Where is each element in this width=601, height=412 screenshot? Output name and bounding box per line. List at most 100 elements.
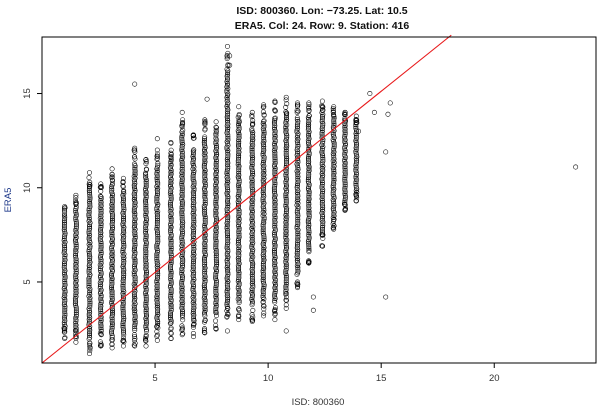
data-point	[98, 230, 104, 236]
data-point	[155, 191, 160, 197]
data-point	[320, 153, 326, 159]
data-point	[191, 244, 197, 250]
data-point	[202, 269, 208, 275]
data-point	[98, 181, 104, 187]
data-point	[353, 132, 359, 138]
data-point	[294, 107, 300, 113]
data-point	[109, 324, 115, 330]
data-point	[73, 339, 79, 345]
data-point	[224, 82, 230, 88]
data-point	[86, 207, 92, 213]
data-point	[179, 227, 185, 233]
data-point	[272, 272, 278, 278]
data-point	[249, 211, 255, 217]
data-point	[306, 175, 312, 181]
data-point	[61, 218, 67, 224]
data-point	[249, 252, 255, 258]
data-point	[86, 263, 92, 269]
data-point	[224, 157, 230, 162]
data-point	[260, 273, 266, 279]
data-point	[132, 186, 138, 192]
data-point	[109, 320, 115, 326]
data-point	[201, 258, 207, 264]
data-point	[179, 269, 185, 275]
data-point	[121, 271, 127, 277]
data-point	[144, 269, 149, 275]
data-point	[202, 210, 208, 216]
data-point	[109, 262, 115, 268]
data-point	[191, 180, 197, 186]
data-point	[225, 238, 231, 244]
data-point	[202, 134, 208, 140]
data-point	[260, 252, 266, 258]
data-point	[132, 343, 138, 349]
data-point	[272, 253, 278, 259]
data-point	[319, 185, 325, 191]
data-point	[143, 196, 149, 202]
data-point	[109, 295, 115, 301]
data-point	[131, 306, 137, 312]
data-point	[342, 189, 348, 195]
data-point	[202, 155, 208, 161]
data-point	[109, 292, 115, 298]
data-point	[132, 258, 138, 264]
data-point	[109, 329, 115, 335]
data-point	[168, 260, 174, 266]
data-point	[272, 107, 278, 113]
data-point	[168, 157, 174, 163]
data-point	[225, 284, 231, 290]
data-point	[62, 257, 68, 263]
data-point	[202, 311, 207, 317]
data-point	[320, 208, 326, 214]
data-point	[202, 300, 208, 306]
data-point	[294, 122, 300, 128]
data-point	[143, 205, 149, 211]
data-point	[214, 125, 220, 131]
data-point	[261, 236, 267, 242]
data-point	[236, 289, 242, 295]
data-point	[179, 184, 185, 190]
data-point	[236, 245, 242, 251]
data-point	[250, 273, 255, 279]
data-point	[213, 135, 219, 141]
data-point	[236, 273, 242, 279]
data-point	[213, 160, 219, 166]
data-point	[98, 321, 104, 327]
data-point	[109, 189, 115, 195]
data-point	[98, 296, 104, 302]
data-point	[120, 306, 126, 312]
data-point	[261, 234, 267, 240]
data-point	[319, 113, 325, 119]
data-point	[342, 178, 348, 184]
data-point	[295, 222, 301, 228]
data-point	[86, 277, 92, 283]
data-point	[62, 280, 68, 286]
data-point	[143, 166, 149, 172]
data-point	[86, 218, 92, 224]
data-point	[144, 218, 150, 224]
data-point	[73, 254, 79, 260]
data-point	[295, 165, 301, 171]
data-point	[120, 194, 126, 200]
data-point	[190, 250, 196, 256]
data-point	[167, 284, 173, 290]
data-point	[261, 156, 267, 162]
y-axis-label: ERA5	[3, 188, 14, 213]
data-point	[249, 204, 255, 210]
data-point	[249, 146, 255, 152]
data-point	[343, 194, 348, 200]
data-point	[190, 264, 196, 270]
data-point	[213, 164, 219, 170]
data-point	[202, 171, 208, 177]
data-point	[214, 169, 220, 175]
data-point	[225, 201, 231, 207]
data-point	[272, 244, 278, 250]
data-point	[109, 288, 115, 294]
data-point	[190, 196, 196, 202]
data-point	[143, 325, 149, 331]
data-point	[283, 147, 289, 153]
data-point	[283, 198, 289, 204]
data-point	[62, 309, 68, 315]
data-point	[306, 249, 312, 255]
data-point	[272, 108, 278, 114]
